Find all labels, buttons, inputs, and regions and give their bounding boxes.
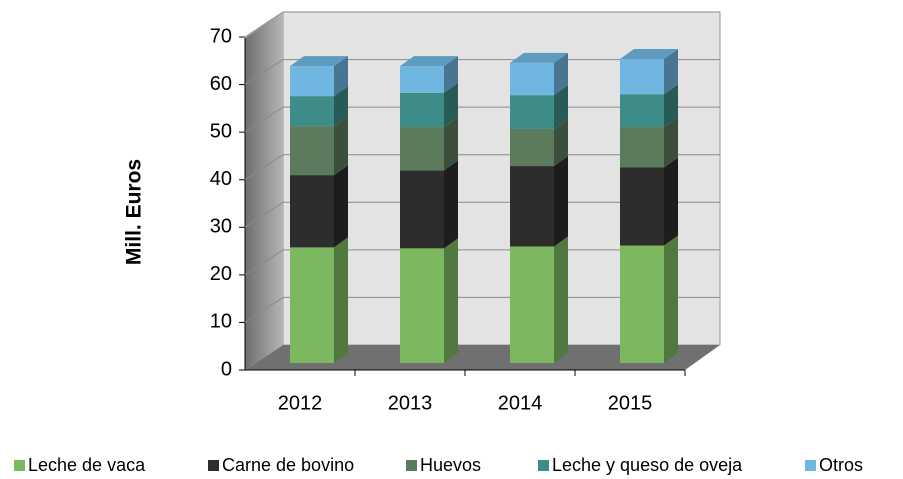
- legend-swatch: [208, 460, 219, 471]
- legend-label: Carne de bovino: [222, 455, 354, 475]
- x-tick-label: 2012: [278, 392, 323, 414]
- bar: [400, 92, 444, 128]
- bar-side: [554, 85, 568, 129]
- bar: [510, 95, 554, 129]
- y-tick-label: 50: [210, 120, 232, 142]
- bar: [400, 127, 444, 171]
- bar: [510, 128, 554, 167]
- bar-side: [664, 49, 678, 95]
- bar-side: [664, 84, 678, 128]
- bar: [400, 66, 444, 93]
- floor: [245, 345, 720, 370]
- bar-side: [554, 156, 568, 247]
- bar-side: [334, 237, 348, 363]
- y-tick-label: 0: [221, 358, 232, 380]
- bar: [400, 170, 444, 249]
- bar: [620, 127, 664, 168]
- bar-side: [664, 157, 678, 246]
- x-tick-label: 2014: [498, 392, 543, 414]
- side-wall: [245, 12, 283, 370]
- bar: [400, 248, 444, 363]
- legend-label: Leche de vaca: [28, 455, 146, 475]
- bar-side: [664, 235, 678, 363]
- grid-line: [244, 297, 284, 323]
- bar-side: [554, 236, 568, 363]
- bar: [290, 126, 334, 176]
- bar-side: [444, 56, 458, 93]
- y-axis-label: Mill. Euros: [123, 159, 146, 265]
- bar: [620, 167, 664, 246]
- grid-line: [244, 154, 284, 181]
- bar-side: [444, 82, 458, 128]
- bar: [290, 96, 334, 127]
- grid-line: [244, 59, 284, 85]
- bar-side: [554, 118, 568, 167]
- bar-side: [554, 52, 568, 96]
- bar: [510, 246, 554, 363]
- x-tick-label: 2015: [608, 392, 653, 414]
- bar-top: [290, 56, 348, 67]
- bar-top: [400, 56, 458, 67]
- bar: [510, 166, 554, 247]
- legend-swatch: [538, 460, 549, 471]
- bar: [290, 66, 334, 97]
- legend-label: Otros: [819, 455, 863, 475]
- bar-side: [334, 86, 348, 127]
- y-tick-label: 30: [210, 216, 232, 238]
- legend-label: Huevos: [420, 455, 481, 475]
- bar-side: [664, 117, 678, 168]
- grid-line: [244, 106, 284, 133]
- x-tick-label: 2013: [388, 392, 433, 414]
- bar: [290, 175, 334, 248]
- bar-side: [334, 165, 348, 248]
- grid-line: [244, 201, 284, 228]
- bar-side: [334, 116, 348, 176]
- y-tick-label: 70: [210, 25, 232, 47]
- bar-side: [334, 56, 348, 97]
- bar: [290, 247, 334, 363]
- bar: [620, 59, 664, 95]
- bar-top: [620, 49, 678, 60]
- bar-side: [444, 160, 458, 249]
- bar: [620, 94, 664, 128]
- y-tick-label: 20: [210, 263, 232, 285]
- y-tick-label: 10: [210, 311, 232, 333]
- bar: [620, 245, 664, 363]
- bar-side: [444, 117, 458, 171]
- bar: [510, 62, 554, 96]
- legend-label: Leche y queso de oveja: [552, 455, 743, 475]
- grid-line: [244, 249, 284, 276]
- y-tick-label: 60: [210, 73, 232, 95]
- bar-side: [444, 238, 458, 363]
- grid-line: [244, 11, 284, 38]
- bar-top: [510, 52, 568, 63]
- legend-swatch: [406, 460, 417, 471]
- y-tick-label: 40: [210, 168, 232, 190]
- legend-swatch: [14, 460, 25, 471]
- legend-swatch: [805, 460, 816, 471]
